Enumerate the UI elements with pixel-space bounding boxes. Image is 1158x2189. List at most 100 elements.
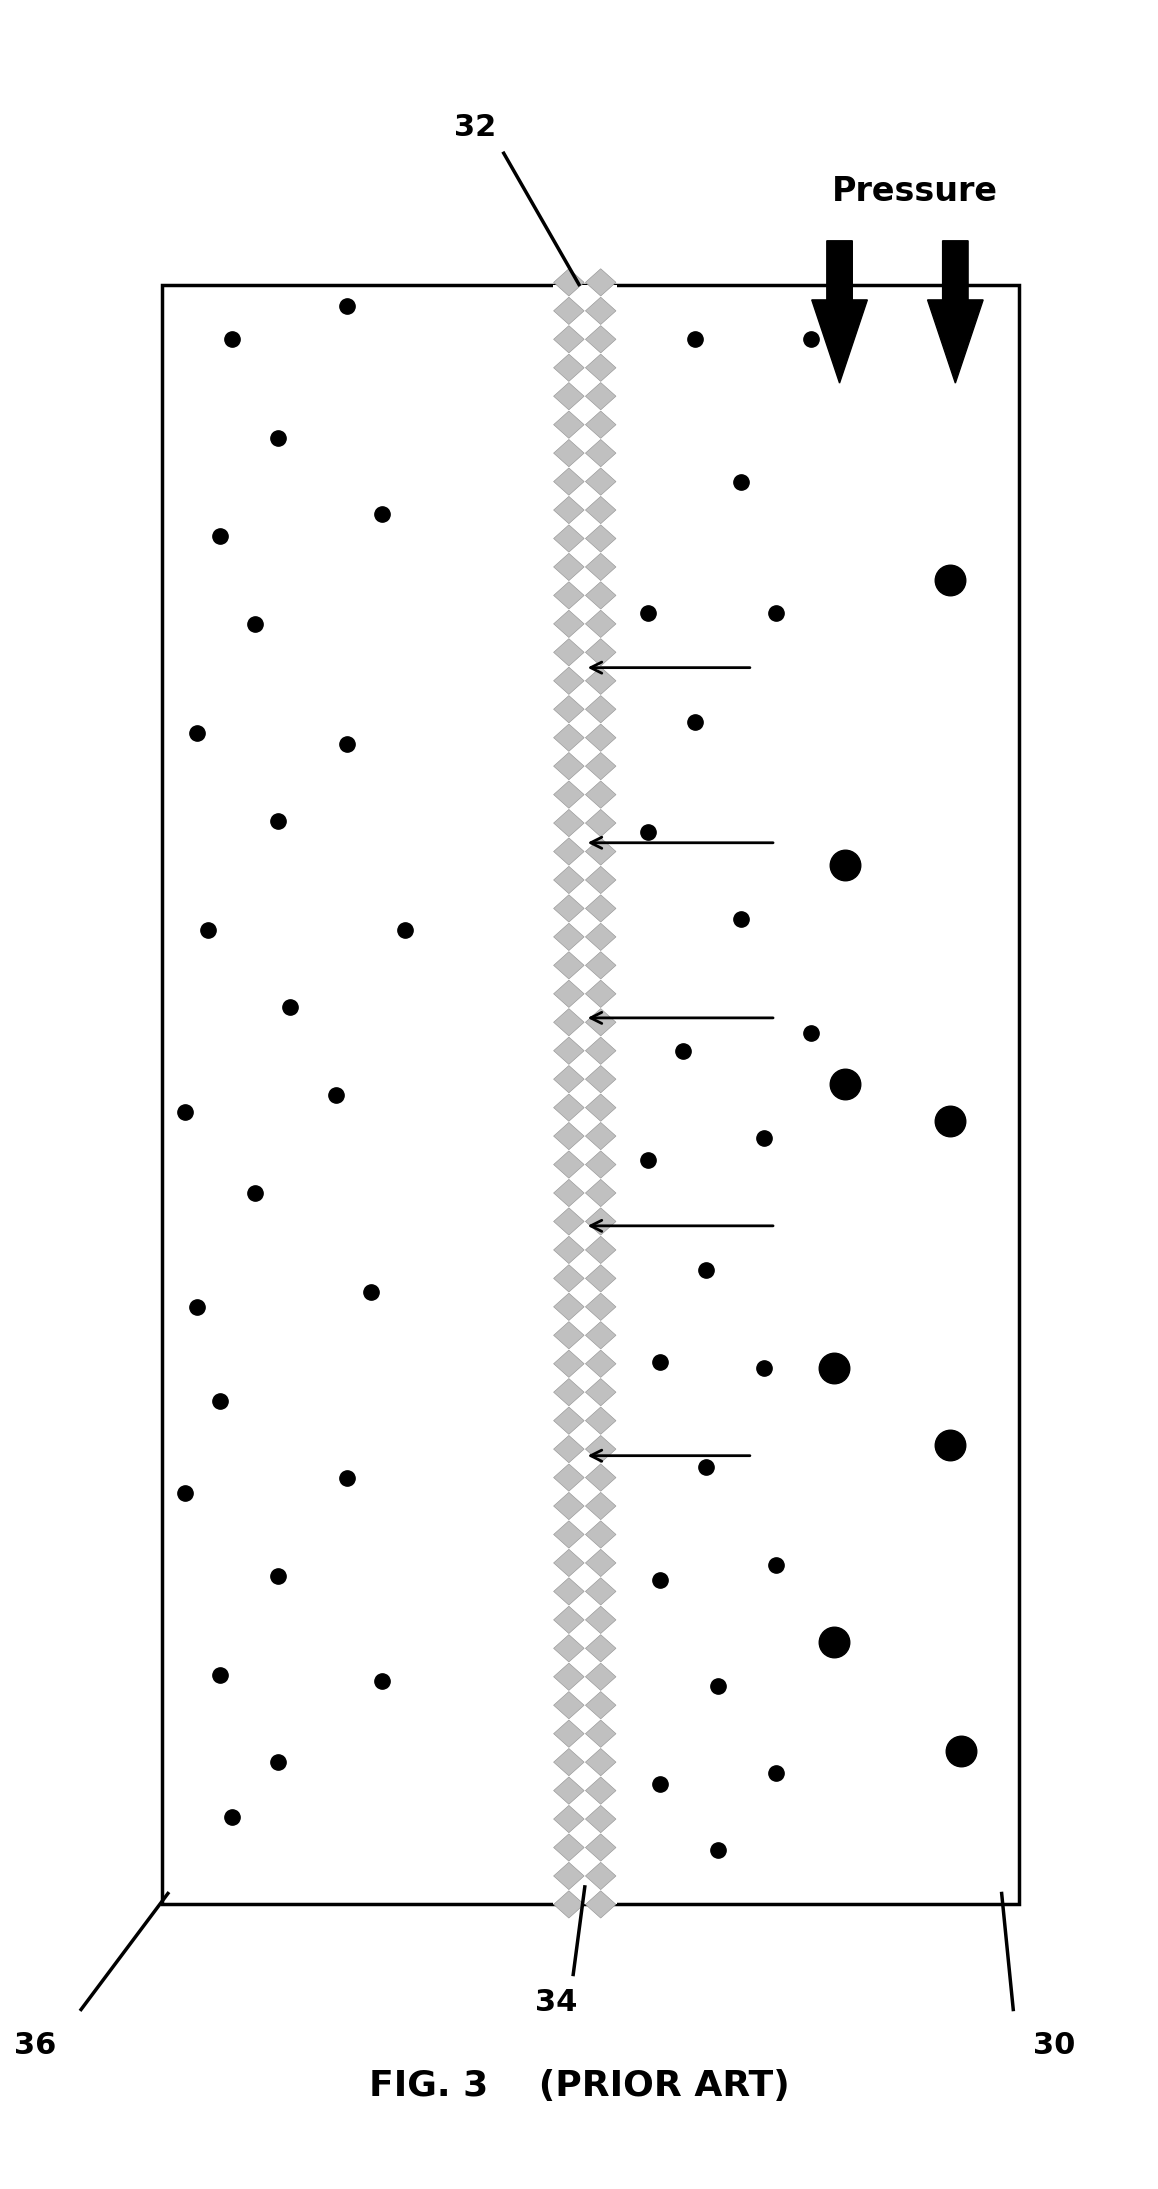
- Polygon shape: [554, 1607, 584, 1633]
- Polygon shape: [554, 725, 584, 751]
- Polygon shape: [554, 1834, 584, 1861]
- Polygon shape: [586, 725, 616, 751]
- Polygon shape: [554, 1294, 584, 1320]
- Polygon shape: [586, 525, 616, 552]
- FancyArrow shape: [812, 241, 867, 383]
- Polygon shape: [586, 1208, 616, 1235]
- Polygon shape: [554, 668, 584, 694]
- Polygon shape: [554, 326, 584, 352]
- Polygon shape: [586, 753, 616, 779]
- Polygon shape: [554, 1351, 584, 1377]
- Polygon shape: [586, 1550, 616, 1576]
- Polygon shape: [586, 696, 616, 722]
- Polygon shape: [554, 1066, 584, 1092]
- Polygon shape: [554, 412, 584, 438]
- Polygon shape: [586, 1863, 616, 1889]
- Polygon shape: [586, 554, 616, 580]
- Polygon shape: [554, 1777, 584, 1804]
- Polygon shape: [586, 383, 616, 409]
- Polygon shape: [586, 1066, 616, 1092]
- Polygon shape: [554, 1635, 584, 1661]
- Polygon shape: [586, 412, 616, 438]
- Polygon shape: [554, 468, 584, 495]
- Text: 34: 34: [535, 1988, 577, 2016]
- Polygon shape: [554, 1038, 584, 1064]
- Polygon shape: [554, 696, 584, 722]
- Polygon shape: [554, 1094, 584, 1121]
- Polygon shape: [554, 1521, 584, 1548]
- Polygon shape: [586, 326, 616, 352]
- Polygon shape: [586, 895, 616, 922]
- Polygon shape: [554, 1806, 584, 1832]
- Polygon shape: [586, 611, 616, 637]
- Polygon shape: [554, 1151, 584, 1178]
- Text: FIG. 3    (PRIOR ART): FIG. 3 (PRIOR ART): [368, 2069, 790, 2104]
- Polygon shape: [586, 1351, 616, 1377]
- Polygon shape: [554, 639, 584, 665]
- Polygon shape: [554, 781, 584, 808]
- Polygon shape: [554, 611, 584, 637]
- Polygon shape: [586, 1379, 616, 1405]
- Polygon shape: [586, 1749, 616, 1775]
- Polygon shape: [554, 867, 584, 893]
- Polygon shape: [586, 1436, 616, 1462]
- Polygon shape: [586, 1237, 616, 1263]
- Polygon shape: [554, 1692, 584, 1718]
- Polygon shape: [554, 1123, 584, 1149]
- Polygon shape: [554, 924, 584, 950]
- Polygon shape: [586, 1408, 616, 1434]
- Polygon shape: [586, 355, 616, 381]
- Polygon shape: [586, 1009, 616, 1035]
- Polygon shape: [586, 838, 616, 865]
- Polygon shape: [586, 1464, 616, 1491]
- Polygon shape: [586, 1834, 616, 1861]
- Polygon shape: [586, 1294, 616, 1320]
- Polygon shape: [554, 1408, 584, 1434]
- Polygon shape: [586, 1521, 616, 1548]
- Polygon shape: [586, 1094, 616, 1121]
- Polygon shape: [554, 525, 584, 552]
- Polygon shape: [586, 668, 616, 694]
- Polygon shape: [586, 1151, 616, 1178]
- Polygon shape: [554, 1493, 584, 1519]
- Polygon shape: [554, 1749, 584, 1775]
- Polygon shape: [554, 810, 584, 836]
- Polygon shape: [554, 355, 584, 381]
- Polygon shape: [554, 1863, 584, 1889]
- Polygon shape: [554, 1464, 584, 1491]
- Polygon shape: [554, 582, 584, 609]
- Polygon shape: [554, 1436, 584, 1462]
- Polygon shape: [586, 1578, 616, 1605]
- Polygon shape: [586, 1180, 616, 1206]
- Polygon shape: [586, 1265, 616, 1292]
- Polygon shape: [586, 1123, 616, 1149]
- Polygon shape: [586, 1692, 616, 1718]
- Polygon shape: [586, 269, 616, 296]
- Text: 36: 36: [14, 2031, 56, 2060]
- Polygon shape: [554, 1208, 584, 1235]
- Polygon shape: [554, 554, 584, 580]
- Polygon shape: [586, 468, 616, 495]
- Polygon shape: [554, 497, 584, 523]
- Polygon shape: [586, 298, 616, 324]
- Polygon shape: [554, 895, 584, 922]
- Polygon shape: [554, 753, 584, 779]
- Polygon shape: [586, 1721, 616, 1747]
- Polygon shape: [586, 497, 616, 523]
- Bar: [552, 285, 616, 1904]
- Polygon shape: [554, 440, 584, 466]
- Polygon shape: [586, 1806, 616, 1832]
- Polygon shape: [554, 298, 584, 324]
- Polygon shape: [554, 1237, 584, 1263]
- Polygon shape: [554, 269, 584, 296]
- Polygon shape: [586, 810, 616, 836]
- Polygon shape: [586, 924, 616, 950]
- Polygon shape: [554, 1578, 584, 1605]
- Polygon shape: [554, 952, 584, 978]
- Polygon shape: [586, 1777, 616, 1804]
- Polygon shape: [586, 1038, 616, 1064]
- Polygon shape: [554, 1009, 584, 1035]
- Polygon shape: [586, 867, 616, 893]
- Text: 30: 30: [1033, 2031, 1075, 2060]
- Polygon shape: [586, 1664, 616, 1690]
